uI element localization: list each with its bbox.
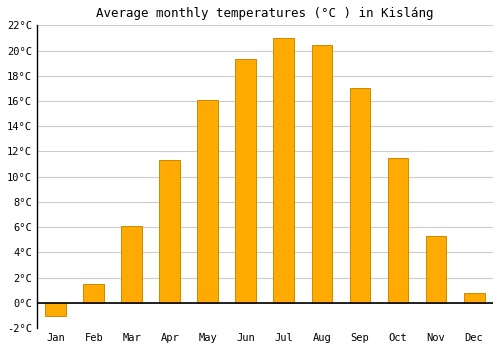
Bar [198,100,218,303]
Title: Average monthly temperatures (°C ) in Kisláng: Average monthly temperatures (°C ) in Ki… [96,7,434,20]
Bar [236,60,256,303]
Bar [46,303,66,316]
Bar [464,293,484,303]
Bar [160,160,180,303]
Bar [312,46,332,303]
Bar [84,284,104,303]
Bar [426,236,446,303]
Bar [274,38,294,303]
Bar [122,226,142,303]
Bar [388,158,408,303]
Bar [350,89,370,303]
